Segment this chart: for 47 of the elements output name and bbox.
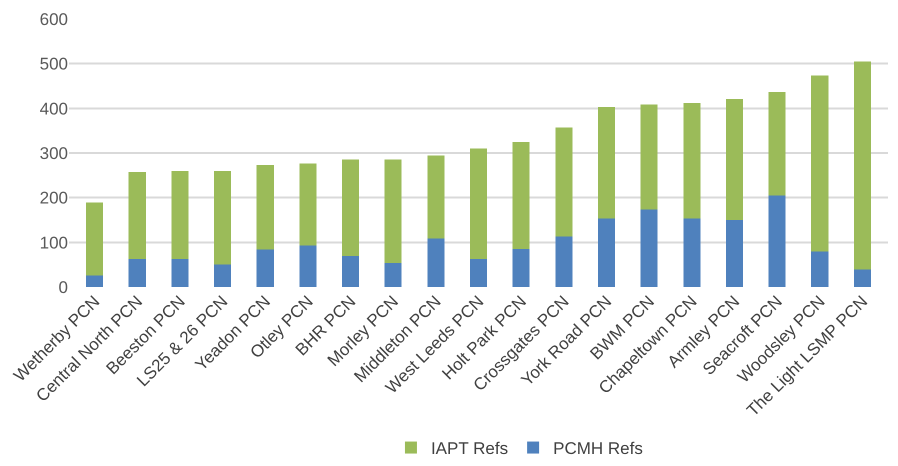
bar — [470, 148, 488, 259]
bar — [640, 209, 658, 287]
bar — [427, 238, 444, 287]
bar — [86, 275, 104, 287]
bar — [598, 218, 615, 287]
bar — [768, 195, 786, 287]
bar — [128, 172, 146, 259]
bar — [384, 160, 402, 263]
bar — [86, 202, 104, 276]
y-tick-label: 300 — [40, 144, 68, 163]
bar — [854, 61, 871, 270]
bar — [811, 252, 828, 287]
y-tick-label: 600 — [40, 10, 68, 29]
bar — [854, 270, 871, 287]
bar — [470, 258, 488, 287]
bar — [256, 165, 274, 250]
y-tick-label: 200 — [40, 188, 68, 208]
bar — [214, 264, 232, 287]
bar — [726, 98, 743, 220]
legend-label: PCMH Refs — [553, 439, 643, 458]
bar — [171, 258, 188, 287]
bar — [555, 128, 572, 237]
y-tick-label: 500 — [40, 54, 68, 74]
legend-label: IAPT Refs — [430, 439, 508, 458]
bar — [683, 218, 700, 287]
bar — [342, 160, 360, 256]
bar — [726, 220, 743, 287]
bar — [171, 170, 188, 259]
bar — [512, 249, 530, 287]
bar — [214, 170, 232, 265]
y-tick-label: 400 — [40, 99, 68, 118]
bar — [555, 236, 572, 287]
bar — [640, 104, 658, 210]
bar — [683, 102, 700, 219]
bar — [256, 249, 274, 287]
bar — [598, 106, 615, 219]
bar — [768, 92, 786, 196]
bar — [512, 142, 530, 250]
bar — [427, 156, 444, 238]
bar — [811, 75, 828, 252]
bar — [342, 256, 360, 287]
bar — [128, 258, 146, 287]
bar — [299, 245, 316, 287]
bar — [299, 164, 316, 246]
bar — [384, 262, 402, 287]
y-tick-label: 100 — [40, 233, 68, 252]
y-tick-label: 0 — [58, 278, 68, 297]
